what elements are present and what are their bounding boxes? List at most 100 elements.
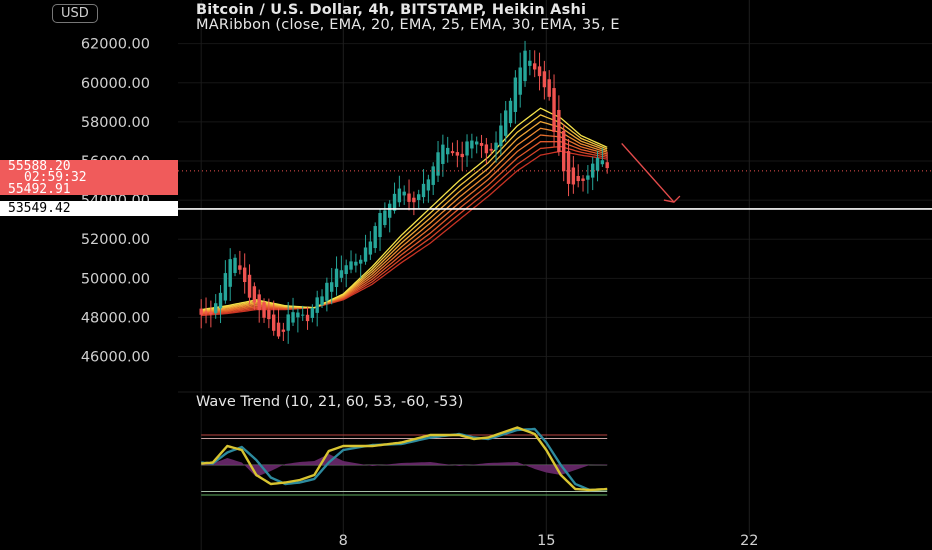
candle-46 [421,169,426,204]
y-tick-label-8: 62000.00 [81,37,150,53]
candle-74 [557,95,561,156]
candle-body-26 [325,282,329,301]
candle-62 [499,113,503,155]
y-tick-label-0: 46000.00 [81,350,150,366]
candle-34 [363,234,368,265]
candle-body-15 [272,314,276,331]
candle-81 [591,156,595,191]
candle-body-31 [349,261,353,270]
candle-39 [388,200,392,233]
candle-body-80 [586,175,590,180]
indicator-legend[interactable]: MARibbon (close, EMA, 20, EMA, 25, EMA, … [196,17,620,33]
candle-body-32 [354,261,358,266]
candle-26 [325,277,329,312]
candle-body-62 [499,125,503,147]
candle-57 [475,136,479,154]
x-tick-label-2: 22 [740,533,758,549]
candle-body-35 [368,241,373,255]
candle-body-60 [489,148,493,151]
candle-body-17 [281,329,286,332]
candle-body-40 [392,193,397,211]
candle-body-70 [537,66,542,77]
candle-body-41 [397,188,402,203]
annotation-arrow-line [621,142,675,203]
candle-body-39 [388,203,392,218]
candle-body-7 [233,257,237,273]
candle-body-16 [276,322,281,337]
candle-66 [518,52,522,108]
candle-body-29 [339,270,344,278]
candle-37 [378,208,382,251]
candle-14 [267,298,271,329]
candle-53 [455,140,460,168]
candle-52 [450,142,455,156]
oscillator-legend[interactable]: Wave Trend (10, 21, 60, 53, -60, -53) [196,394,464,410]
y-tick-label-7: 60000.00 [81,76,150,92]
candle-45 [417,189,421,209]
candle-69 [533,50,537,78]
candle-body-77 [571,167,576,185]
candle-body-24 [315,297,319,313]
wave-trend-histogram [201,454,608,477]
candle-body-47 [426,179,431,191]
candle-16 [276,308,281,339]
candle-body-22 [305,314,310,322]
candle-body-55 [465,141,469,156]
candle-23 [310,304,315,323]
candle-body-37 [378,213,382,238]
candle-21 [301,305,305,321]
x-tick-label-0: 8 [339,533,348,549]
candle-body-13 [262,302,266,318]
candle-body-18 [286,314,290,331]
candle-56 [470,133,474,159]
candle-body-11 [252,286,257,303]
candle-body-71 [542,71,547,88]
candle-65 [513,70,518,124]
candle-body-53 [455,152,460,156]
candle-38 [383,202,387,228]
candle-body-58 [479,143,484,146]
candle-63 [504,101,508,143]
candle-body-6 [228,259,232,287]
candle-body-19 [291,312,295,323]
currency-button[interactable]: USD [52,4,98,23]
y-tick-label-6: 58000.00 [81,115,150,131]
candle-79 [581,175,585,192]
candle-83 [600,147,605,167]
candle-61 [494,131,498,163]
y-tick-label-3: 52000.00 [81,232,150,248]
candle-body-64 [508,100,513,124]
candle-4 [218,285,223,324]
candle-32 [354,253,358,273]
candle-19 [291,297,295,327]
candle-body-43 [407,193,411,202]
candle-80 [586,165,590,194]
candle-body-3 [214,303,218,314]
candle-body-30 [344,265,348,275]
candle-body-52 [450,151,455,154]
candle-body-27 [330,282,334,292]
chart-title: Bitcoin / U.S. Dollar, 4h, BITSTAMP, Hei… [196,2,587,18]
candle-body-10 [247,274,252,298]
candle-body-56 [470,140,474,149]
horizontal-level-tag: 53549.42 [0,201,178,216]
candle-64 [508,97,513,128]
candle-body-0 [199,308,203,315]
price-axis-labels: 46000.0048000.0050000.0052000.0054000.00… [81,37,150,366]
candle-72 [547,70,551,101]
candle-3 [214,294,218,319]
candle-17 [281,322,286,341]
candle-75 [562,124,566,182]
candle-body-21 [301,314,305,316]
candle-body-36 [373,226,377,249]
candle-body-20 [296,312,300,318]
candle-7 [233,254,237,277]
candle-body-48 [431,166,435,185]
wave-trend-pane [201,426,608,496]
candle-24 [315,290,319,327]
candle-28 [334,256,339,296]
candle-body-25 [320,296,324,306]
chart-grid [178,0,932,550]
